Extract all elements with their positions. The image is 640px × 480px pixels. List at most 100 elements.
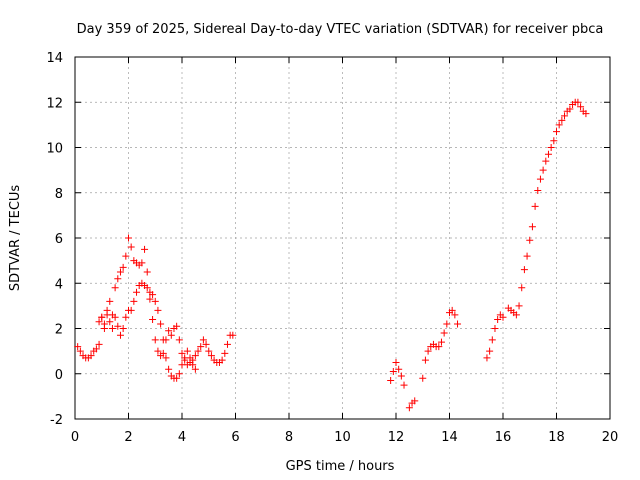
data-point: [437, 338, 445, 346]
data-points: [74, 98, 590, 412]
data-point: [122, 313, 130, 321]
data-point: [405, 404, 413, 412]
data-point: [154, 347, 162, 355]
data-point: [175, 336, 183, 344]
x-tick-label: 12: [388, 430, 405, 445]
data-point: [127, 306, 135, 314]
x-tick-labels: 0 2 4 6 8 10 12 14 16 18 20: [71, 430, 618, 445]
data-point: [207, 352, 215, 360]
data-point: [229, 331, 237, 339]
data-point: [411, 397, 419, 405]
data-point: [151, 336, 159, 344]
data-point: [400, 381, 408, 389]
data-point: [122, 252, 130, 260]
data-point: [98, 313, 106, 321]
chart-title: Day 359 of 2025, Sidereal Day-to-day VTE…: [77, 22, 604, 37]
data-point: [528, 223, 536, 231]
data-point: [534, 186, 542, 194]
data-point: [566, 105, 574, 113]
y-axis-label: SDTVAR / TECUs: [8, 185, 23, 292]
data-point: [395, 365, 403, 373]
data-point: [191, 365, 199, 373]
data-point: [159, 336, 167, 344]
data-point: [499, 313, 507, 321]
data-point: [103, 311, 111, 319]
data-point: [119, 263, 127, 271]
y-tick-label: 8: [55, 187, 63, 202]
data-point: [114, 275, 122, 283]
data-point: [157, 320, 165, 328]
data-point: [454, 320, 462, 328]
data-point: [173, 322, 181, 330]
data-point: [108, 325, 116, 332]
data-point: [202, 340, 210, 348]
data-point: [448, 306, 456, 314]
data-point: [167, 331, 175, 339]
data-point: [95, 340, 103, 348]
data-point: [116, 331, 124, 339]
data-point: [397, 372, 405, 380]
data-point: [561, 112, 569, 120]
series-segment-4: [483, 98, 590, 362]
data-point: [544, 150, 552, 158]
x-tick-label: 4: [178, 430, 186, 445]
data-point: [197, 343, 205, 351]
data-point: [518, 284, 526, 292]
data-point: [106, 318, 114, 326]
data-point: [435, 343, 443, 351]
data-point: [512, 311, 520, 319]
axis-ticks: [74, 56, 611, 420]
data-point: [483, 354, 491, 362]
data-point: [159, 349, 167, 357]
x-tick-label: 10: [334, 430, 351, 445]
y-tick-label: 14: [46, 51, 63, 66]
data-point: [443, 320, 451, 328]
data-point: [494, 315, 502, 323]
data-point: [119, 325, 127, 332]
data-point: [111, 313, 119, 321]
x-axis-label: GPS time / hours: [286, 459, 395, 474]
data-point: [553, 128, 560, 136]
data-point: [218, 356, 226, 364]
data-point: [138, 259, 146, 267]
x-tick-label: 20: [602, 430, 619, 445]
data-point: [143, 284, 151, 292]
data-point: [178, 361, 186, 369]
data-point: [133, 288, 141, 296]
x-tick-label: 18: [548, 430, 565, 445]
data-point: [536, 175, 544, 183]
y-tick-label: 12: [46, 96, 63, 111]
data-point: [143, 268, 151, 276]
data-point: [173, 374, 181, 382]
data-point: [419, 374, 427, 382]
data-point: [491, 325, 499, 332]
data-point: [520, 266, 528, 274]
data-point: [389, 367, 397, 375]
data-point: [523, 252, 531, 260]
x-tick-label: 0: [71, 430, 79, 445]
data-point: [125, 234, 132, 242]
data-point: [558, 116, 566, 124]
data-point: [223, 340, 231, 348]
data-point: [199, 336, 207, 344]
x-tick-label: 6: [231, 430, 239, 445]
data-point: [186, 354, 194, 362]
x-tick-label: 2: [124, 430, 132, 445]
data-point: [555, 121, 563, 129]
data-point: [149, 315, 157, 323]
data-point: [550, 137, 558, 145]
data-point: [574, 98, 582, 106]
data-point: [92, 345, 100, 353]
data-point: [451, 311, 459, 319]
x-tick-label: 16: [495, 430, 512, 445]
data-point: [392, 358, 400, 366]
data-point: [424, 347, 432, 355]
data-point: [87, 352, 95, 360]
data-point: [116, 268, 124, 276]
y-tick-label: 10: [46, 142, 63, 157]
y-tick-label: 2: [55, 323, 63, 338]
data-point: [515, 302, 523, 310]
x-tick-label: 14: [441, 430, 458, 445]
data-point: [165, 327, 173, 335]
